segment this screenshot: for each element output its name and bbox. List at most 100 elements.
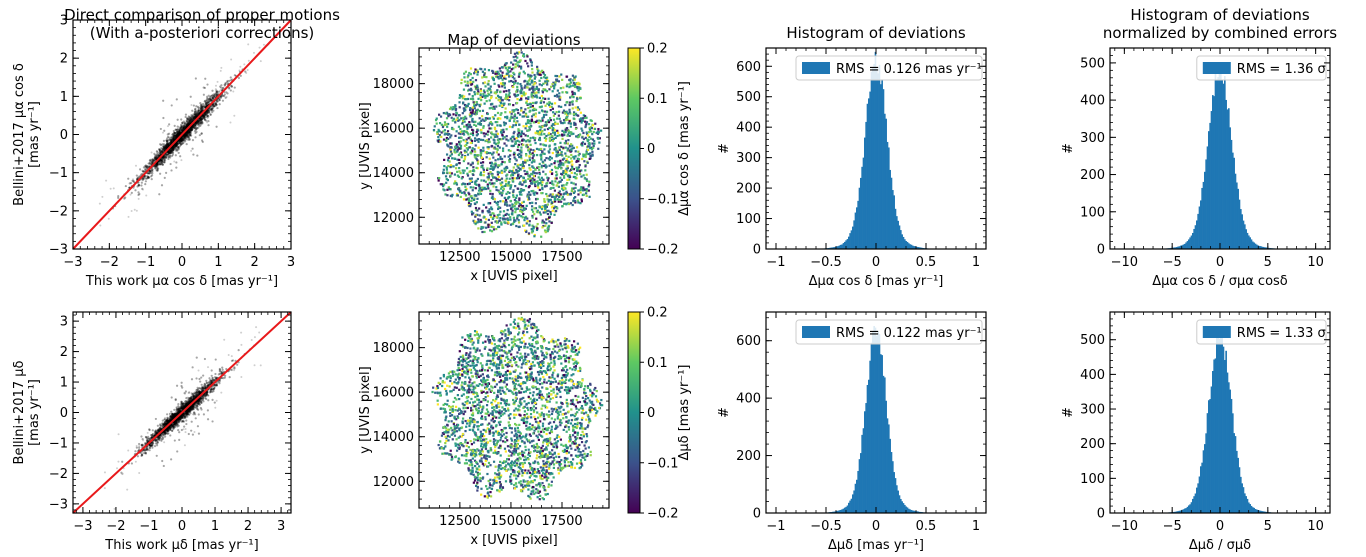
scatter-point [184, 134, 188, 137]
map-point [538, 206, 541, 209]
map-point [526, 62, 529, 65]
map-point [525, 222, 528, 225]
map-point [483, 230, 486, 234]
map-point [486, 94, 489, 98]
scatter-point [195, 112, 198, 115]
map-point [453, 173, 456, 176]
map-point [502, 90, 505, 93]
map-point [461, 119, 465, 123]
map-point [568, 79, 572, 82]
scatter-point [169, 152, 172, 155]
scatter-point [183, 127, 187, 130]
map-point [540, 129, 544, 133]
scatter-point [117, 196, 120, 199]
map-point [572, 191, 576, 195]
map-point [463, 80, 466, 83]
scatter-point [193, 116, 196, 119]
scatter-point [194, 128, 198, 131]
map-point [466, 127, 469, 130]
scatter-point [176, 133, 179, 137]
scatter-outlier [161, 131, 164, 134]
scatter-point [188, 133, 192, 136]
scatter-point [161, 143, 164, 146]
map-point [557, 105, 560, 108]
scatter-point [134, 189, 137, 192]
map-point [539, 120, 543, 123]
map-point [526, 134, 529, 138]
scatter-point [201, 117, 204, 121]
map-point [509, 154, 512, 157]
map-point [479, 171, 483, 174]
map-point [577, 114, 580, 117]
scatter-point [154, 165, 157, 168]
scatter-point [183, 135, 186, 138]
map-point [563, 142, 566, 145]
map-point [582, 137, 586, 141]
map-point [521, 205, 524, 208]
map-point [508, 103, 512, 106]
map-point [528, 140, 531, 143]
scatter-point [168, 123, 171, 126]
map-point [567, 122, 570, 125]
map-point [577, 154, 580, 157]
map-point [457, 175, 461, 178]
map-point [520, 130, 524, 133]
scatter-point [145, 177, 148, 180]
map-point [558, 98, 561, 101]
scatter-point [162, 116, 165, 120]
map-point [498, 104, 501, 107]
map-point [487, 178, 490, 181]
scatter-point [185, 135, 188, 138]
map-point [564, 172, 568, 176]
map-point [432, 128, 436, 132]
scatter-point [220, 84, 223, 87]
y-axis-label-unit: [mas yr⁻¹] [27, 101, 42, 168]
map-point [564, 202, 568, 205]
scatter-outlier [247, 43, 250, 46]
map-point [543, 76, 546, 79]
map-point [477, 138, 481, 141]
map-point [597, 137, 600, 140]
map-point [552, 114, 556, 117]
map-point [566, 91, 569, 94]
map-point [499, 90, 502, 94]
map-point [499, 155, 502, 159]
scatter-point [185, 132, 188, 135]
scatter-point [141, 177, 144, 181]
scatter-point [175, 135, 178, 139]
map-point [534, 131, 537, 134]
y-axis-label: Bellini+2017 μα cos δ [12, 63, 27, 206]
scatter-point [184, 132, 187, 135]
map-point [506, 208, 509, 212]
map-point [448, 187, 451, 191]
map-point [530, 79, 534, 82]
map-point [517, 166, 520, 169]
map-point [531, 216, 534, 219]
map-point [501, 78, 504, 81]
map-point [555, 177, 558, 180]
scatter-point [196, 120, 199, 123]
scatter-point [180, 125, 184, 129]
map-point [475, 124, 478, 127]
map-point [460, 156, 463, 159]
map-point [542, 82, 545, 85]
scatter-point [197, 126, 200, 129]
map-point [454, 134, 457, 138]
map-point [446, 125, 449, 128]
map-point [562, 109, 566, 112]
map-point [552, 183, 555, 186]
map-point [504, 116, 507, 119]
map-point [514, 79, 517, 83]
map-point [555, 150, 558, 153]
map-point [520, 215, 523, 218]
map-point [538, 162, 541, 166]
scatter-point [182, 134, 186, 137]
map-point [458, 96, 461, 99]
y-tick-label: 1 [60, 90, 68, 105]
map-point [504, 221, 507, 224]
map-point [508, 91, 511, 95]
map-point [449, 165, 452, 169]
scatter-point [183, 136, 186, 139]
map-point [486, 167, 489, 170]
map-point [557, 114, 560, 117]
